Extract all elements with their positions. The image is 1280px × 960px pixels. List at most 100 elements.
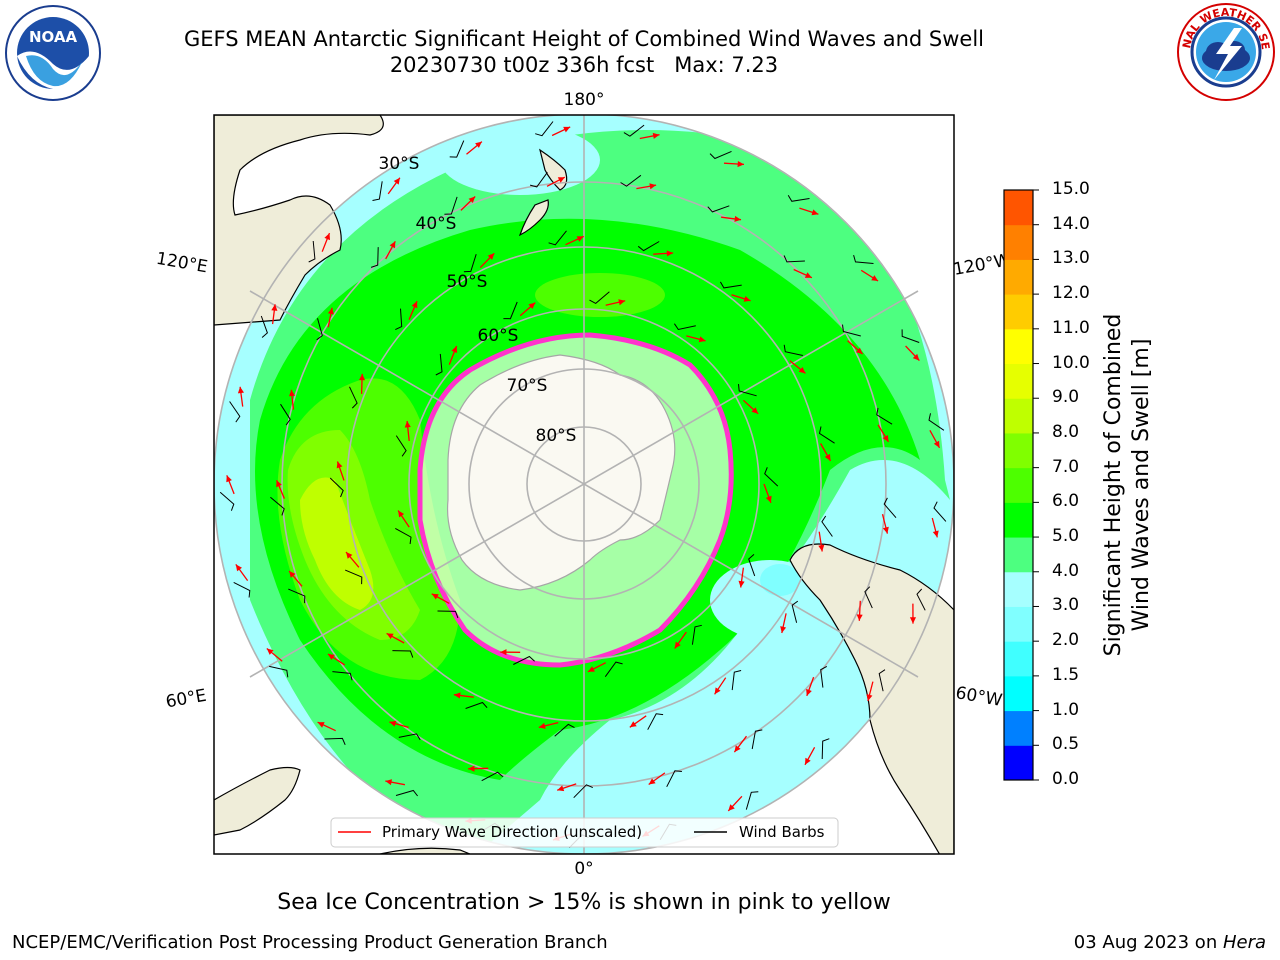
- wave-arrow-head: [237, 386, 244, 394]
- footer-credit: NCEP/EMC/Verification Post Processing Pr…: [12, 932, 608, 953]
- lon-label-0: 0°: [574, 859, 593, 879]
- wind-barb: [349, 386, 358, 409]
- chart-subtitle: 20230730 t00z 336h fcst Max: 7.23: [389, 53, 779, 77]
- wave-arrow-head: [289, 571, 296, 578]
- colorbar-frame: [1003, 189, 1034, 781]
- wind-barbs: [219, 121, 947, 848]
- colorbar-tick-label: 7.0: [1052, 456, 1080, 477]
- wind-barb: [573, 784, 594, 799]
- wave-arrow-head: [276, 480, 282, 488]
- lat-label-30s: 30°S: [379, 154, 420, 174]
- wave-arrow-head: [528, 302, 536, 309]
- footer-date: 03 Aug 2023 on Hera: [1073, 932, 1266, 953]
- wave-arrow-head: [557, 177, 565, 183]
- wave-arrow-head: [866, 694, 873, 701]
- wind-barb: [316, 318, 323, 341]
- wave-arrow-head: [674, 641, 681, 649]
- lat-label-60s: 60°S: [478, 326, 519, 346]
- wind-barb: [219, 491, 235, 511]
- wind-barb: [666, 770, 682, 788]
- wave-arrow-head: [453, 692, 461, 699]
- wind-barb: [372, 181, 383, 201]
- wind-barb: [883, 497, 897, 519]
- wind-barb: [637, 241, 660, 252]
- colorbar-swatch: [1004, 224, 1033, 260]
- legend-label-barbs: Wind Barbs: [739, 823, 825, 841]
- wave-arrow-head: [404, 421, 411, 428]
- wave-arrow-head: [737, 161, 744, 168]
- lat-label-40s: 40°S: [416, 214, 457, 234]
- wind-barb: [745, 791, 759, 810]
- wind-barb: [398, 733, 421, 741]
- colorbar-swatch: [1004, 259, 1033, 295]
- wind-barb: [764, 467, 779, 487]
- wave-arrow-head: [743, 296, 751, 302]
- sea-ice-note: Sea Ice Concentration > 15% is shown in …: [277, 890, 891, 915]
- colorbar-swatch: [1004, 432, 1033, 469]
- wave-arrow-head: [871, 275, 879, 281]
- wind-barb: [437, 610, 459, 619]
- wave-arrow-head: [824, 453, 831, 461]
- wave-arrow-head: [327, 654, 335, 660]
- wave-arrow-head: [818, 544, 825, 552]
- wave-arrow-head: [618, 299, 626, 306]
- wind-barb: [738, 384, 757, 397]
- wind-barb: [260, 315, 268, 338]
- wave-arrow-head: [738, 580, 745, 588]
- wind-barb: [691, 624, 702, 645]
- colorbar-tick-label: 3.0: [1052, 595, 1080, 616]
- wind-barb: [395, 435, 407, 457]
- wave-arrow-head: [765, 495, 772, 503]
- lon-label-60w: 60°W: [954, 683, 1004, 711]
- wave-arrow-head: [359, 373, 366, 381]
- colorbar-tick-label: 1.0: [1052, 699, 1080, 720]
- lon-label-120e: 120°E: [155, 249, 209, 278]
- colorbar-swatch: [1004, 537, 1033, 573]
- wave-arrow-head: [882, 435, 889, 442]
- colorbar-tick-label: 14.0: [1052, 213, 1090, 234]
- map-frame: [213, 114, 955, 855]
- colorbar-swatch: [1004, 294, 1033, 330]
- wave-arrow-head: [226, 475, 232, 483]
- wave-arrow-head: [468, 765, 475, 772]
- wave-arrow-head: [629, 721, 637, 728]
- colorbar-swatch: [1004, 502, 1033, 538]
- chart-title: GEFS MEAN Antarctic Significant Height o…: [183, 27, 985, 51]
- colorbar-swatch: [1004, 398, 1033, 434]
- lat-label-70s: 70°S: [507, 376, 548, 396]
- colorbar-tick-label: 9.0: [1052, 387, 1080, 408]
- wave-arrow-head: [235, 564, 242, 572]
- wind-barb: [554, 723, 575, 737]
- wind-barb: [435, 353, 443, 376]
- gridlines: [214, 115, 954, 854]
- wind-barb: [535, 121, 554, 137]
- wind-barb: [748, 554, 756, 577]
- colorbar-tick-label: 10.0: [1052, 352, 1090, 373]
- wave-arrow-head: [266, 648, 274, 655]
- wind-barb: [620, 174, 642, 187]
- wave-arrow-head: [346, 552, 353, 559]
- wind-barb: [864, 586, 873, 609]
- colorbar-tick-label: 0.5: [1052, 734, 1080, 755]
- wave-arrow-head: [909, 617, 916, 624]
- wave-arrow-head: [487, 253, 495, 260]
- wind-barb: [709, 150, 732, 160]
- wind-barb: [731, 670, 742, 691]
- svg-text:NOAA: NOAA: [29, 28, 78, 46]
- wind-barb: [270, 496, 285, 516]
- wave-arrow-head: [751, 407, 759, 414]
- colorbar-swatch: [1004, 328, 1033, 365]
- colorbar-swatch: [1004, 641, 1033, 677]
- wave-arrow-head: [912, 353, 920, 361]
- wave-arrow-head: [811, 209, 819, 216]
- colorbar-swatch: [1004, 745, 1033, 781]
- wind-barb: [444, 196, 458, 215]
- colorbar-tick-label: 2.0: [1052, 630, 1080, 651]
- wave-arrow-head: [389, 241, 396, 249]
- wave-arrow-head: [714, 687, 721, 695]
- wind-barb: [465, 701, 488, 709]
- colorbar-tick-label: 6.0: [1052, 491, 1080, 512]
- wind-barb: [329, 477, 344, 498]
- wave-arrow-head: [563, 126, 571, 133]
